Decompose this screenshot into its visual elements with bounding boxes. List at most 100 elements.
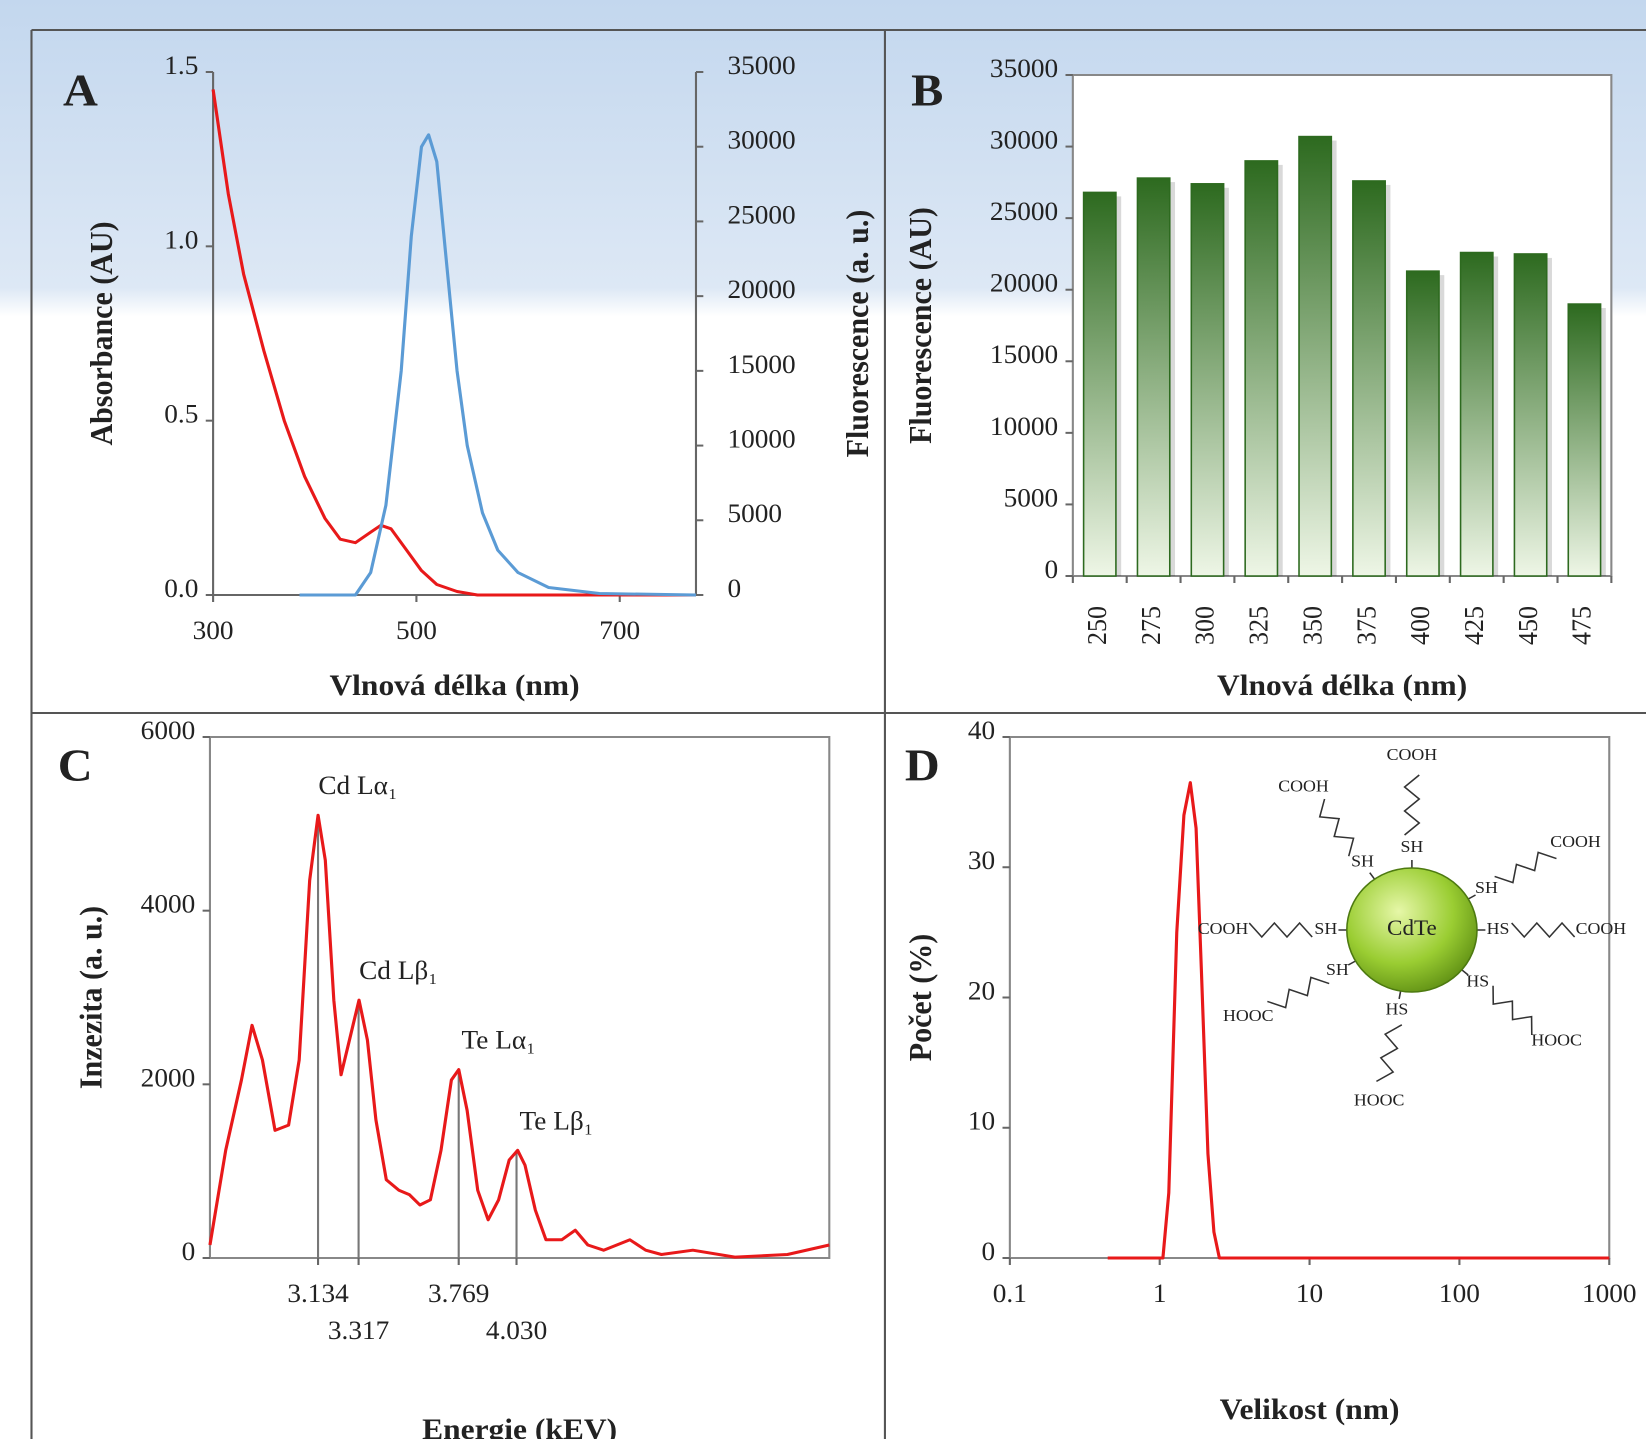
y-tick-label: 0 [182, 1237, 196, 1266]
bar [1298, 135, 1333, 577]
y2-tick-label: 20000 [727, 275, 795, 304]
panel-letter: D [905, 741, 940, 792]
acid-label: HOOC [1223, 1005, 1274, 1025]
alkyl-chain [1376, 1024, 1403, 1083]
y-tick-label: 0.5 [164, 399, 198, 428]
plot-frame [208, 736, 831, 1259]
x-tick-label: 100 [1439, 1279, 1480, 1308]
acid-label: HOOC [1354, 1090, 1405, 1110]
panel-letter: B [911, 66, 943, 117]
y-tick-label: 0 [982, 1237, 996, 1266]
acid-label: COOH [1198, 918, 1249, 938]
y2-tick-label: 0 [727, 574, 741, 603]
panel-frame [30, 29, 1646, 1439]
x-axis-title: Vlnová délka (nm) [1217, 669, 1467, 702]
y-tick-label: 30 [968, 846, 995, 875]
x-tick-label: 1 [1153, 1279, 1167, 1308]
thiol-label: HS [1487, 918, 1510, 938]
x-tick-label: 400 [1405, 606, 1436, 645]
y2-tick-label: 15000 [727, 349, 795, 378]
x-tick-label: 1000 [1582, 1279, 1637, 1308]
x-tick-label: 700 [599, 616, 640, 645]
thiol-label: SH [1314, 918, 1337, 938]
panel-letter: A [63, 66, 98, 117]
y2-tick-label: 25000 [727, 200, 795, 229]
bond [1398, 990, 1402, 1000]
bar [1405, 270, 1440, 577]
alkyl-chain [1494, 851, 1557, 884]
panel-letter: C [58, 741, 93, 792]
bar [1244, 160, 1279, 577]
y2-axis-title: Fluorescence (a. u.) [840, 210, 875, 458]
y-tick-label: 1.5 [164, 51, 198, 80]
y-tick-label: 25000 [990, 197, 1058, 226]
acid-label: COOH [1278, 776, 1329, 796]
acid-label: COOH [1576, 918, 1627, 938]
x-tick-label: 4.030 [486, 1316, 547, 1345]
acid-label: COOH [1550, 831, 1601, 851]
bar [1352, 180, 1386, 577]
alkyl-chain [1267, 976, 1330, 1009]
y2-tick-label: 10000 [727, 424, 795, 453]
x-tick-label: 0.1 [993, 1279, 1027, 1308]
acid-label: HOOC [1531, 1030, 1582, 1050]
nanoparticle-core [1346, 867, 1478, 993]
bar [1190, 183, 1225, 577]
x-tick-label: 325 [1243, 606, 1274, 645]
alkyl-chain [1403, 774, 1421, 836]
y2-tick-label: 5000 [727, 499, 782, 528]
bond [1461, 969, 1469, 976]
series-line [211, 89, 696, 597]
bar [1513, 253, 1548, 577]
alkyl-chain [1318, 798, 1355, 857]
y-tick-label: 35000 [990, 54, 1058, 83]
plot-bg [209, 737, 830, 1258]
peak-label: Cd Lβ₁ [359, 956, 438, 985]
x-tick-label: 300 [1189, 606, 1220, 645]
bond [1369, 872, 1376, 880]
bar [1459, 251, 1494, 577]
thiol-label: SH [1401, 836, 1424, 856]
series-line [1107, 781, 1610, 1260]
y2-tick-label: 30000 [727, 125, 795, 154]
thiol-label: SH [1326, 959, 1349, 979]
y-tick-label: 2000 [141, 1063, 196, 1092]
series-line [299, 133, 697, 597]
nanoparticle-inset: SH COOH SH COOH SH COOH SH COOH HS COOH HS HOOC HS HO… [1198, 744, 1627, 1109]
x-tick-label: 350 [1297, 606, 1328, 645]
x-axis-title: Energie (kEV) [422, 1413, 617, 1439]
y-tick-label: 20000 [990, 268, 1058, 297]
y-axis-title: Počet (%) [903, 934, 938, 1061]
y-tick-label: 1.0 [164, 225, 198, 254]
y-tick-label: 20 [968, 976, 995, 1005]
y-axis-title: Fluorescence (AU) [903, 207, 938, 444]
peak-label: Te Lα₁ [462, 1025, 536, 1054]
y-axis-title: Inzezita (a. u.) [74, 906, 109, 1089]
y2-tick-label: 35000 [727, 51, 795, 80]
alkyl-chain [1492, 985, 1533, 1036]
y-tick-label: 40 [968, 716, 995, 745]
bond [1467, 894, 1476, 900]
x-tick-label: 3.134 [287, 1279, 348, 1308]
peak-label: Cd Lα₁ [318, 771, 397, 800]
bond [1347, 960, 1356, 966]
x-tick-label: 450 [1512, 606, 1543, 645]
bar [1567, 303, 1602, 577]
x-tick-label: 375 [1351, 606, 1382, 645]
thiol-label: HS [1466, 971, 1489, 991]
y-tick-label: 15000 [990, 340, 1058, 369]
y-axis-title: Absorbance (AU) [85, 221, 120, 445]
bar [1136, 177, 1171, 577]
x-tick-label: 275 [1135, 606, 1166, 645]
plot-bg [1009, 737, 1610, 1258]
x-tick-label: 250 [1081, 606, 1112, 645]
alkyl-chain [1511, 921, 1576, 939]
x-tick-label: 500 [396, 616, 437, 645]
y-tick-label: 5000 [1004, 483, 1059, 512]
y-tick-label: 0 [1044, 555, 1058, 584]
y-tick-label: 0.0 [164, 574, 198, 603]
core-label: CdTe [1387, 916, 1437, 940]
x-tick-label: 3.769 [428, 1279, 489, 1308]
x-tick-label: 300 [193, 616, 234, 645]
